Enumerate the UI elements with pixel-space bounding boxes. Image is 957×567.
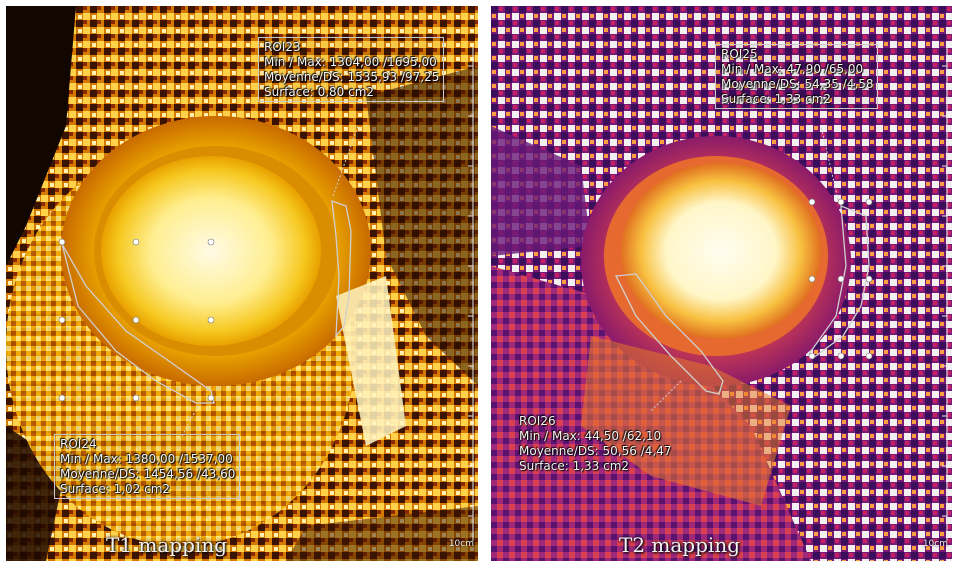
t1-caption: T1 mapping	[106, 533, 227, 557]
roi25-title: ROI25	[721, 47, 758, 61]
roi26-title: ROI26	[519, 414, 556, 428]
roi24-label: ROI24 Min / Max: 1380,00 /1537,00 Moyenn…	[54, 434, 241, 499]
roi24-minmax: Min / Max: 1380,00 /1537,00	[60, 452, 233, 466]
t2-scale-label: 10cm	[922, 539, 948, 549]
roi23-minmax: Min / Max: 1304,00 /1695,00	[264, 55, 437, 69]
roi24-title: ROI24	[60, 437, 97, 451]
t1-scale-label: 10cm	[448, 539, 474, 549]
t1-scale-ruler	[468, 46, 474, 541]
roi25-surface: Surface: 1,33 cm2	[721, 92, 832, 106]
t2-scale-ruler	[942, 46, 948, 541]
roi25-mean-sd: Moyenne/DS: 54,35 /4,58	[721, 77, 874, 91]
roi23-mean-sd: Moyenne/DS: 1535,93 /97,25	[264, 70, 440, 84]
roi26-minmax: Min / Max: 44,50 /62,10	[519, 429, 662, 443]
roi25-minmax: Min / Max: 47,90 /65,00	[721, 62, 864, 76]
roi24-mean-sd: Moyenne/DS: 1454,56 /43,60	[60, 467, 236, 481]
roi26-contour	[614, 273, 724, 395]
roi25-contour	[808, 205, 870, 359]
roi26-label: ROI26 Min / Max: 44,50 /62,10 Moyenne/DS…	[513, 411, 676, 476]
t2-mapping-image	[491, 6, 952, 561]
t2-caption: T2 mapping	[619, 533, 740, 557]
t2-mapping-panel: ROI25 Min / Max: 47,90 /65,00 Moyenne/DS…	[491, 6, 952, 561]
roi23-surface: Surface: 0,80 cm2	[264, 85, 375, 99]
roi24-contour	[61, 243, 215, 404]
roi24-surface: Surface: 1,02 cm2	[60, 482, 171, 496]
roi25-label: ROI25 Min / Max: 47,90 /65,00 Moyenne/DS…	[715, 44, 879, 109]
t1-mapping-panel: ROI23 Min / Max: 1304,00 /1695,00 Moyenn…	[6, 6, 478, 561]
roi23-title: ROI23	[264, 40, 301, 54]
t1-mapping-image	[6, 6, 478, 561]
roi23-contour	[331, 200, 352, 338]
roi23-label: ROI23 Min / Max: 1304,00 /1695,00 Moyenn…	[258, 37, 445, 102]
roi26-mean-sd: Moyenne/DS: 50,56 /4,47	[519, 444, 672, 458]
roi26-surface: Surface: 1,33 cm2	[519, 459, 630, 473]
